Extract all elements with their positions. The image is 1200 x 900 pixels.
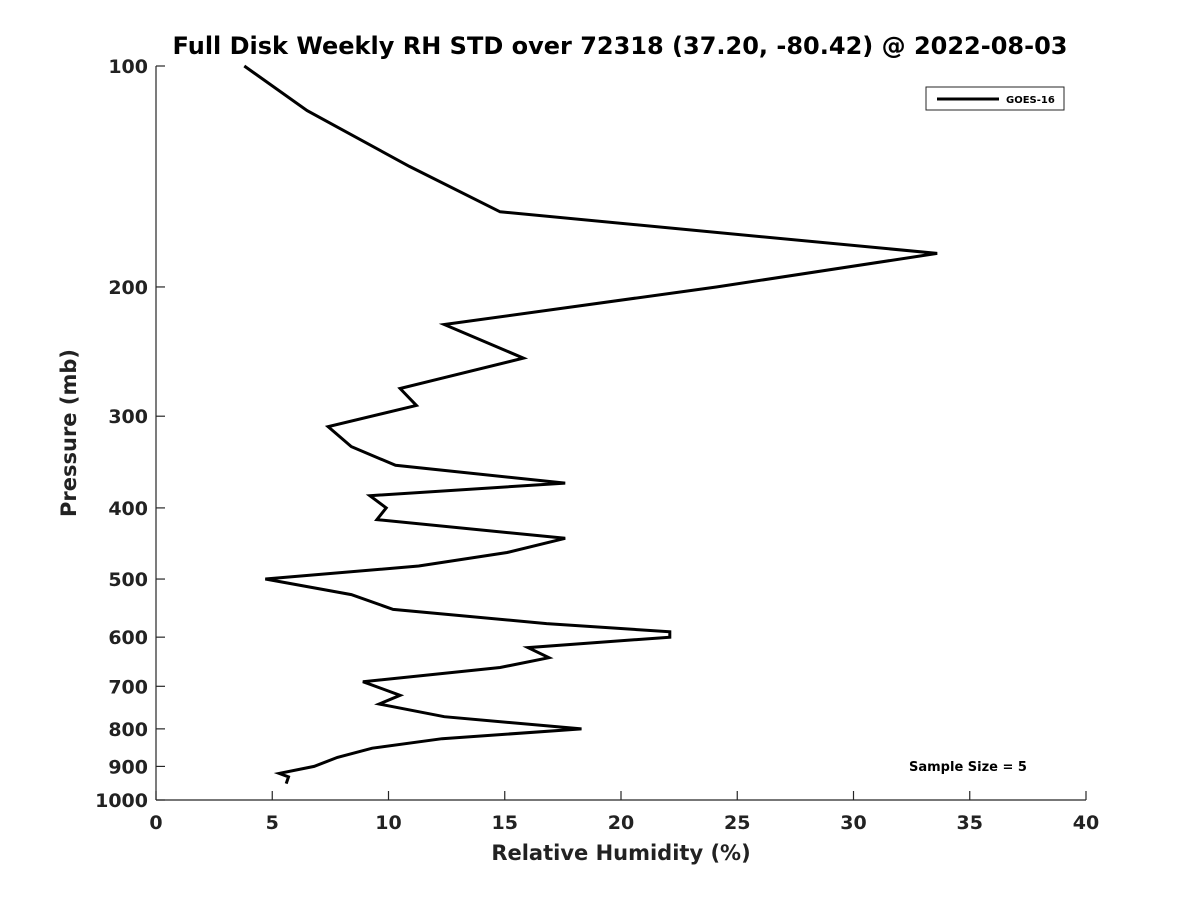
y-ticks: 100 200 300 400 500 600 700 800 900 1000 bbox=[95, 56, 165, 812]
y-tick-label: 300 bbox=[108, 406, 148, 428]
x-tick-label: 40 bbox=[1073, 812, 1099, 834]
x-tick-label: 25 bbox=[724, 812, 750, 834]
x-axis-label: Relative Humidity (%) bbox=[491, 841, 750, 865]
y-tick-label: 400 bbox=[108, 498, 148, 520]
x-tick-label: 30 bbox=[840, 812, 866, 834]
x-tick-label: 15 bbox=[492, 812, 518, 834]
y-tick-label: 500 bbox=[108, 569, 148, 591]
y-axis-label: Pressure (mb) bbox=[57, 349, 81, 517]
x-tick-label: 35 bbox=[957, 812, 983, 834]
y-tick-label: 700 bbox=[108, 676, 148, 698]
x-tick-label: 20 bbox=[608, 812, 634, 834]
x-tick-label: 5 bbox=[266, 812, 279, 834]
y-tick-label: 800 bbox=[108, 719, 148, 741]
x-tick-label: 0 bbox=[149, 812, 162, 834]
y-tick-label: 200 bbox=[108, 277, 148, 299]
chart-title: Full Disk Weekly RH STD over 72318 (37.2… bbox=[173, 32, 1068, 60]
y-tick-label: 900 bbox=[108, 756, 148, 778]
series-layer bbox=[243, 64, 938, 785]
x-ticks: 0 5 10 15 20 25 30 35 40 bbox=[149, 791, 1099, 834]
sample-size-annotation: Sample Size = 5 bbox=[909, 760, 1027, 775]
axes bbox=[155, 66, 1086, 801]
legend-entry-goes-16: GOES-16 bbox=[1006, 95, 1055, 106]
series-line-goes-16 bbox=[243, 64, 938, 785]
legend: GOES-16 bbox=[925, 86, 1065, 111]
x-tick-label: 10 bbox=[375, 812, 401, 834]
y-tick-label: 1000 bbox=[95, 790, 148, 812]
y-tick-label: 600 bbox=[108, 627, 148, 649]
y-tick-label: 100 bbox=[108, 56, 148, 78]
